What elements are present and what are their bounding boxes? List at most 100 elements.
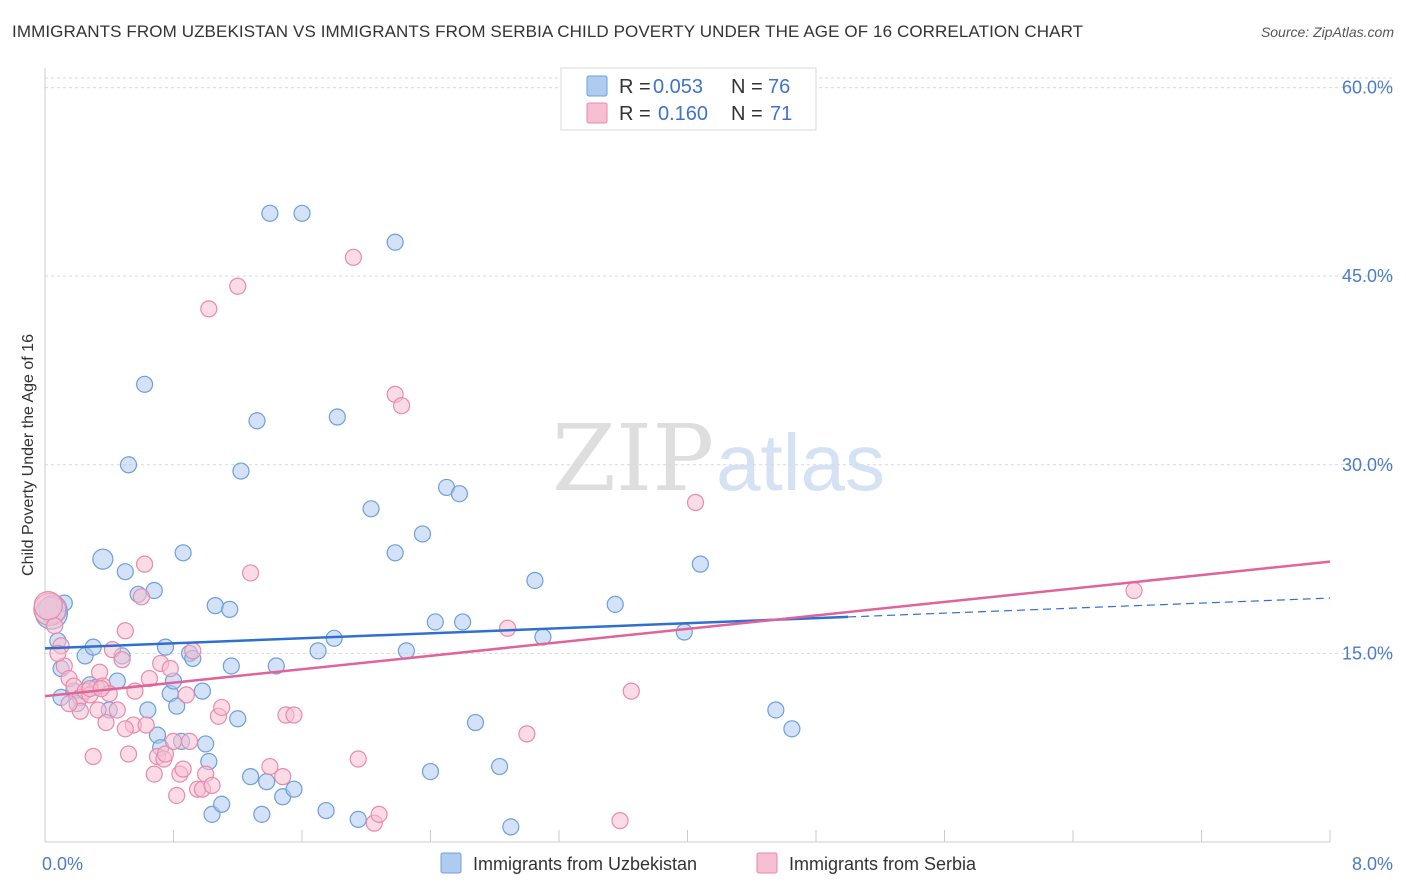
source-label: Source: ZipAtlas.com (1260, 24, 1394, 40)
uzbekistan-point (490, 757, 509, 776)
serbia-point (108, 701, 126, 719)
serbia-point (611, 812, 629, 830)
legend-swatch-uzbekistan (586, 75, 608, 97)
serbia-point (229, 277, 247, 295)
serbia-point (261, 757, 279, 776)
serbia-point (242, 564, 260, 582)
uzbekistan-point (426, 613, 444, 631)
uzbekistan-point (526, 571, 544, 590)
uzbekistan-point (213, 795, 231, 813)
uzbekistan-point (450, 485, 469, 503)
trend-lines (44, 560, 1331, 698)
bottom-legend-swatch-serbia (756, 852, 778, 874)
uzbekistan-point (229, 710, 247, 728)
uzbekistan-point (222, 657, 240, 675)
serbia-point (156, 745, 175, 763)
serbia-point (622, 682, 640, 700)
trend-line-serbia (44, 560, 1331, 698)
legend-n-label-serbia: N = (731, 103, 763, 125)
serbia-point (137, 716, 155, 734)
uzbekistan-point (317, 801, 335, 820)
serbia-point (499, 619, 517, 637)
uzbekistan-point (413, 525, 432, 543)
serbia-point (119, 745, 138, 763)
serbia-point (518, 725, 536, 743)
serbia-point (180, 732, 199, 751)
serbia-point (1125, 581, 1143, 600)
serbia-point (164, 732, 183, 751)
uzbekistan-point (116, 563, 134, 581)
uzbekistan-point (221, 600, 239, 618)
serbia-point (135, 555, 154, 573)
serbia-point (203, 776, 221, 795)
serbia-point (116, 720, 134, 738)
uzbekistan-point (362, 500, 380, 518)
serbia-point (140, 669, 159, 688)
serbia-point (116, 622, 134, 640)
uzbekistan-point (454, 613, 472, 631)
serbia-point (686, 493, 705, 512)
legend-r-label-serbia: R = (619, 103, 651, 125)
uzbekistan-point (675, 623, 693, 641)
serbia-point (184, 642, 202, 660)
serbia-point (168, 786, 186, 805)
legend-swatch-serbia (586, 102, 608, 124)
legend-n-label-uzbekistan: N = (731, 76, 763, 98)
serbia-point (145, 765, 163, 783)
uzbekistan-point (258, 773, 276, 791)
uzbekistan-point (232, 462, 250, 480)
uzbekistan-points (34, 204, 801, 836)
serbia-point (33, 591, 63, 621)
uzbekistan-point (242, 768, 260, 786)
serbia-point (349, 750, 367, 768)
uzbekistan-point (261, 204, 279, 222)
legend: R = 0.053 N = 76 R = 0.160 N = 71 (560, 67, 817, 131)
uzbekistan-point (386, 544, 404, 562)
x-tick-label-min: 0.0% (42, 854, 83, 874)
serbia-point (113, 651, 131, 669)
uzbekistan-point (168, 697, 186, 715)
uzbekistan-point (328, 408, 346, 426)
y-tick-label: 60.0% (1342, 78, 1393, 98)
trend-line-uzbekistan-dashed (848, 597, 1331, 618)
watermark: ZIP atlas (552, 405, 885, 512)
uzbekistan-point (606, 595, 624, 613)
uzbekistan-point (293, 204, 311, 222)
uzbekistan-point (349, 810, 367, 828)
serbia-point (392, 397, 411, 415)
axes: 0.0% 8.0% (42, 68, 1393, 874)
serbia-point (174, 760, 192, 778)
uzbekistan-point (139, 701, 157, 719)
uzbekistan-point (206, 597, 224, 615)
legend-n-value-uzbekistan: 76 (768, 76, 790, 98)
uzbekistan-point (197, 735, 215, 753)
serbia-point (177, 686, 195, 704)
uzbekistan-point (135, 375, 154, 393)
uzbekistan-point (767, 701, 785, 719)
serbia-point (285, 706, 303, 724)
bottom-legend: Immigrants from Uzbekistan Immigrants fr… (440, 852, 977, 874)
serbia-point (89, 701, 107, 719)
uzbekistan-point (156, 638, 175, 656)
uzbekistan-point (466, 713, 485, 732)
serbia-point (97, 713, 115, 732)
serbia-point (132, 588, 150, 606)
legend-n-value-serbia: 71 (770, 103, 792, 125)
serbia-point (200, 300, 218, 318)
uzbekistan-point (267, 657, 285, 675)
legend-r-value-serbia: 0.160 (658, 103, 708, 125)
uzbekistan-point (285, 780, 303, 798)
y-tick-label: 15.0% (1342, 643, 1393, 663)
trend-line-uzbekistan (44, 615, 849, 650)
watermark-zip: ZIP (552, 405, 714, 512)
serbia-point (60, 695, 78, 713)
uzbekistan-point (248, 412, 266, 430)
watermark-atlas: atlas (716, 418, 885, 507)
serbia-point (84, 747, 102, 766)
uzbekistan-point (502, 818, 520, 836)
uzbekistan-point (691, 555, 709, 573)
y-tick-label: 30.0% (1342, 455, 1393, 475)
uzbekistan-point (253, 805, 271, 823)
bottom-legend-swatch-uzbekistan (440, 852, 462, 874)
